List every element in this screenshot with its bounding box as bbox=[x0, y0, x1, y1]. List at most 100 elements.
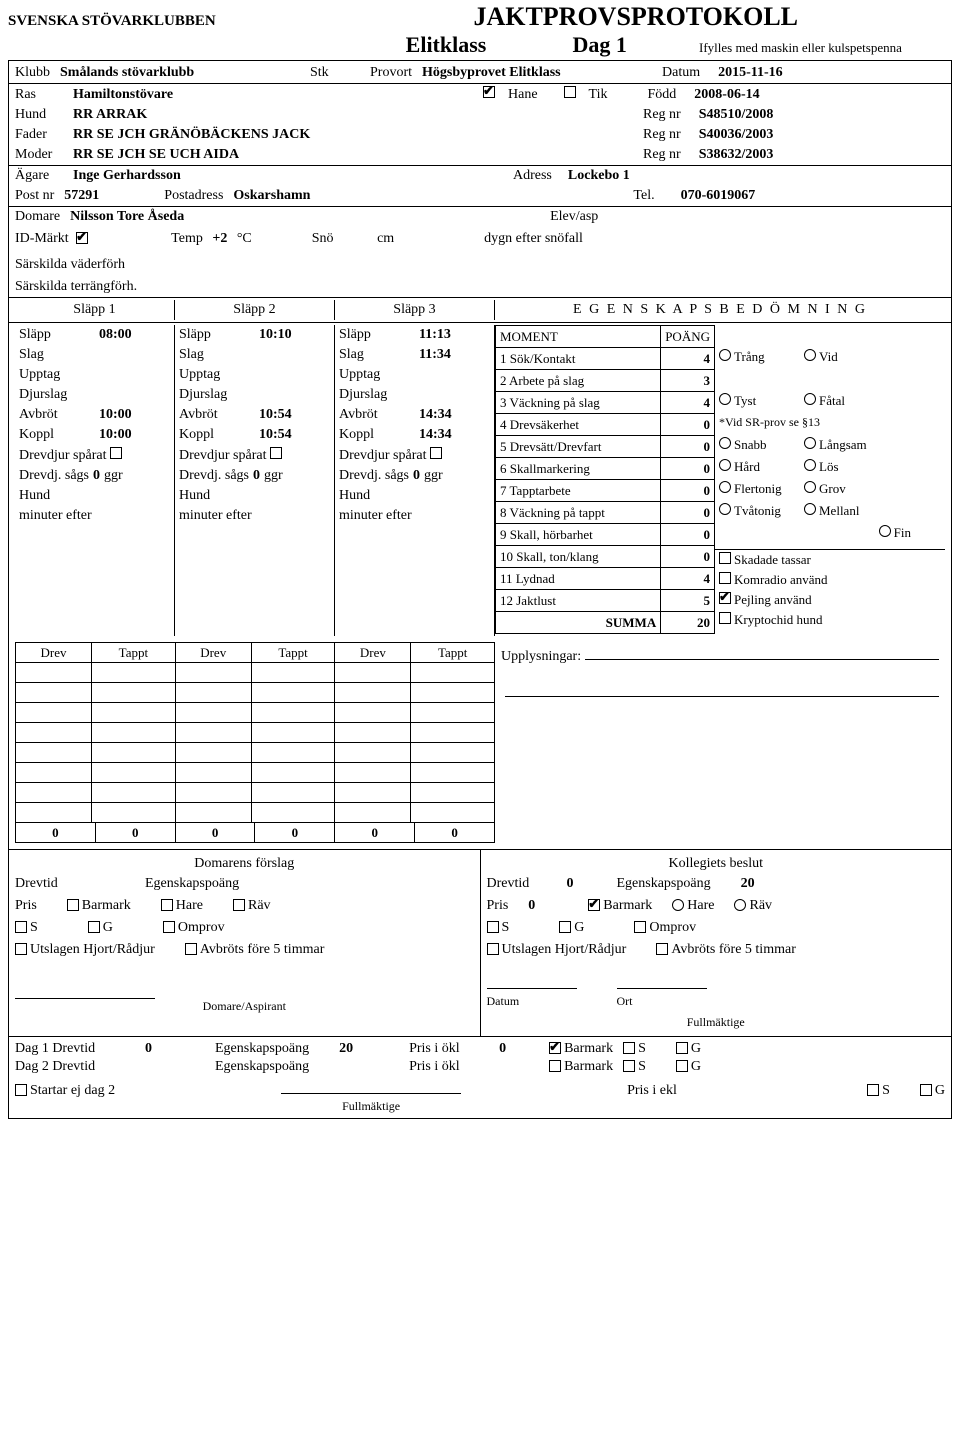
b-s1-chk[interactable] bbox=[623, 1042, 635, 1054]
uppl-line2 bbox=[505, 683, 939, 697]
s3-minuter-lbl: minuter efter bbox=[339, 508, 412, 524]
skadade-chk[interactable] bbox=[719, 552, 731, 564]
fin-radio[interactable] bbox=[879, 525, 891, 537]
k-avbrots-chk[interactable] bbox=[656, 943, 668, 955]
k-omprov-chk[interactable] bbox=[634, 921, 646, 933]
pejling-chk[interactable] bbox=[719, 592, 731, 604]
b-s3-chk[interactable] bbox=[867, 1084, 879, 1096]
egenskaps-header: E G E N S K A P S B E D Ö M N I N G bbox=[495, 300, 945, 320]
dygn-label: dygn efter snöfall bbox=[484, 231, 583, 247]
slapp-header-row: Släpp 1 Släpp 2 Släpp 3 E G E N S K A P … bbox=[15, 300, 945, 320]
mellanl-radio[interactable] bbox=[804, 503, 816, 515]
hard-radio[interactable] bbox=[719, 459, 731, 471]
d-rav-chk[interactable] bbox=[233, 899, 245, 911]
m10-name: 10 Skall, ton/klang bbox=[496, 546, 661, 568]
m2-name: 2 Arbete på slag bbox=[496, 370, 661, 392]
s1-ggr: ggr bbox=[104, 468, 123, 484]
b-s2-lbl: S bbox=[638, 1059, 646, 1074]
hane-checkbox[interactable] bbox=[483, 86, 495, 98]
k-barmark-chk[interactable] bbox=[588, 899, 600, 911]
tyst-lbl: Tyst bbox=[734, 393, 804, 409]
subheader-row: Elitklass Dag 1 Ifylles med maskin eller… bbox=[320, 32, 952, 58]
b-g1-chk[interactable] bbox=[676, 1042, 688, 1054]
d-hare-lbl: Hare bbox=[176, 898, 203, 913]
s2-hund-lbl: Hund bbox=[179, 488, 210, 504]
b-startar-chk[interactable] bbox=[15, 1084, 27, 1096]
trang-radio[interactable] bbox=[719, 349, 731, 361]
hane-label: Hane bbox=[508, 87, 538, 103]
agare-value: Inge Gerhardsson bbox=[73, 168, 503, 184]
k-pris-val: 0 bbox=[528, 898, 568, 914]
b-barmark2-chk[interactable] bbox=[549, 1060, 561, 1072]
vid-lbl: Vid bbox=[819, 349, 838, 365]
d-s-chk[interactable] bbox=[15, 921, 27, 933]
s3-slapp-lbl: Släpp bbox=[339, 327, 419, 343]
d-avbrots-chk[interactable] bbox=[185, 943, 197, 955]
fatal-radio[interactable] bbox=[804, 393, 816, 405]
b-barmark2-lbl: Barmark bbox=[564, 1059, 613, 1074]
s3-drevdjur-chk[interactable] bbox=[430, 447, 442, 459]
dt-h2: Tappt bbox=[92, 643, 176, 663]
langsam-radio[interactable] bbox=[804, 437, 816, 449]
b-barmark1-chk[interactable] bbox=[549, 1042, 561, 1054]
elev-label: Elev/asp bbox=[550, 209, 598, 225]
m12-pts: 5 bbox=[661, 590, 715, 612]
d-hare-chk[interactable] bbox=[161, 899, 173, 911]
moder-regnr-value: S38632/2003 bbox=[699, 147, 774, 163]
d-domasp-lbl: Domare/Aspirant bbox=[15, 999, 474, 1014]
koll-beslut-lbl: Kollegiets beslut bbox=[487, 856, 946, 872]
b-d2e-lbl: Egenskapspoäng bbox=[215, 1059, 309, 1075]
s3-ggr: ggr bbox=[424, 468, 443, 484]
s2-drevdjur-chk[interactable] bbox=[270, 447, 282, 459]
komradio-chk[interactable] bbox=[719, 572, 731, 584]
summa-lbl: SUMMA bbox=[496, 612, 661, 634]
b-g3-chk[interactable] bbox=[920, 1084, 932, 1096]
s1-slapp-val: 08:00 bbox=[99, 327, 132, 343]
dom-forslag-lbl: Domarens förslag bbox=[15, 856, 474, 872]
k-s-chk[interactable] bbox=[487, 921, 499, 933]
postnr-value: 57291 bbox=[64, 188, 154, 204]
k-rav-lbl: Räv bbox=[749, 898, 772, 913]
b-d1e-lbl: Egenskapspoäng bbox=[215, 1041, 309, 1057]
b-g2-chk[interactable] bbox=[676, 1060, 688, 1072]
snabb-radio[interactable] bbox=[719, 437, 731, 449]
idmarkt-checkbox[interactable] bbox=[76, 232, 88, 244]
k-rav-radio[interactable] bbox=[734, 899, 746, 911]
k-g-lbl: G bbox=[574, 920, 584, 935]
tyst-radio[interactable] bbox=[719, 393, 731, 405]
k-g-chk[interactable] bbox=[559, 921, 571, 933]
los-radio[interactable] bbox=[804, 459, 816, 471]
grov-radio[interactable] bbox=[804, 481, 816, 493]
s2-avbrot-lbl: Avbröt bbox=[179, 407, 259, 423]
m1-name: 1 Sök/Kontakt bbox=[496, 348, 661, 370]
k-utslagen-chk[interactable] bbox=[487, 943, 499, 955]
d-utslagen-chk[interactable] bbox=[15, 943, 27, 955]
m12-name: 12 Jaktlust bbox=[496, 590, 661, 612]
s3-koppl-val: 14:34 bbox=[419, 427, 452, 443]
s1-djurslag-lbl: Djurslag bbox=[19, 387, 67, 403]
k-barmark-lbl: Barmark bbox=[603, 898, 652, 913]
z3: 0 bbox=[255, 823, 335, 843]
s1-drevdjur-chk[interactable] bbox=[110, 447, 122, 459]
d-omprov-chk[interactable] bbox=[163, 921, 175, 933]
d-g-chk[interactable] bbox=[88, 921, 100, 933]
k-hare-radio[interactable] bbox=[672, 899, 684, 911]
vid-radio[interactable] bbox=[804, 349, 816, 361]
s3-djurslag-lbl: Djurslag bbox=[339, 387, 387, 403]
m11-pts: 4 bbox=[661, 568, 715, 590]
krypto-chk[interactable] bbox=[719, 612, 731, 624]
d-omprov-lbl: Omprov bbox=[178, 920, 225, 935]
d-barmark-chk[interactable] bbox=[67, 899, 79, 911]
d-g-lbl: G bbox=[103, 920, 113, 935]
tik-checkbox[interactable] bbox=[564, 86, 576, 98]
m8-pts: 0 bbox=[661, 502, 715, 524]
domarens-col: Domarens förslag Drevtid Egenskapspoäng … bbox=[9, 850, 481, 1036]
sno-label: Snö bbox=[312, 231, 334, 246]
tva-radio[interactable] bbox=[719, 503, 731, 515]
b-s2-chk[interactable] bbox=[623, 1060, 635, 1072]
hund-value: RR ARRAK bbox=[73, 107, 633, 123]
s1-koppl-val: 10:00 bbox=[99, 427, 132, 443]
k-ort-line bbox=[617, 988, 707, 989]
fler-radio[interactable] bbox=[719, 481, 731, 493]
k-fullm-lbl: Fullmäktige bbox=[487, 1015, 946, 1030]
